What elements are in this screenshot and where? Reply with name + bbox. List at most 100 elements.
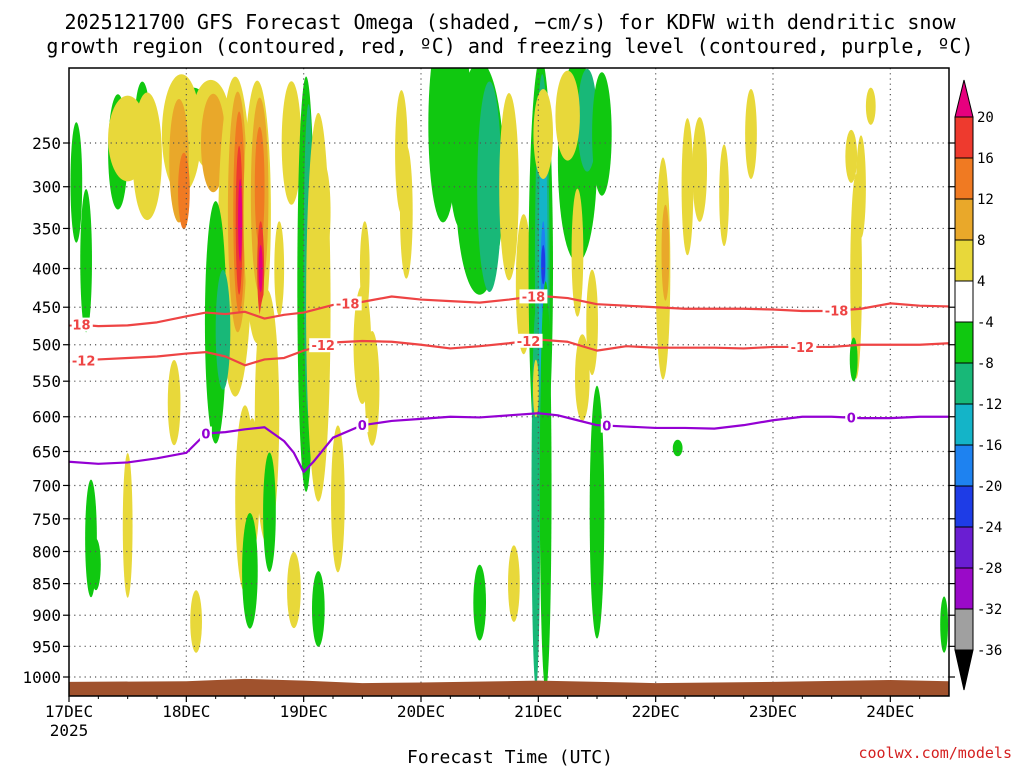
colorbar-segment xyxy=(954,239,974,282)
colorbar-segment xyxy=(954,485,974,528)
y-tick-label: 850 xyxy=(32,575,61,594)
omega-shading-region xyxy=(571,188,584,317)
omega-shading-region xyxy=(287,551,301,629)
y-tick-label: 600 xyxy=(32,408,61,427)
contour-label: 0 xyxy=(201,428,210,443)
omega-shading-region xyxy=(508,545,520,622)
omega-shading-region xyxy=(515,214,532,355)
contour-label-bg xyxy=(600,418,613,433)
omega-shading-region xyxy=(238,179,243,262)
temperature-contours: -18 -18 -18 -18 -12 -12 -12 -12 0 0 0 0 xyxy=(67,289,949,474)
colorbar-label: 20 xyxy=(977,110,994,126)
contour-label-bg xyxy=(309,338,338,353)
contour-label-bg xyxy=(69,353,98,368)
colorbar-label: -4 xyxy=(977,315,994,331)
x-tick-label: 19DEC xyxy=(280,702,328,721)
y-tick-label: 750 xyxy=(32,510,61,529)
colorbar-label: -8 xyxy=(977,356,994,372)
contour-label-bg xyxy=(822,303,851,318)
omega-shading-region xyxy=(719,144,729,247)
colorbar-segment xyxy=(954,403,974,446)
colorbar-label: -24 xyxy=(977,520,1002,536)
contour-label: -18 xyxy=(67,319,91,334)
omega-shading-region xyxy=(473,564,487,641)
colorbar-segment xyxy=(954,567,974,610)
contour-label-bg xyxy=(69,317,93,332)
omega-shading-region xyxy=(745,88,757,179)
contour-label: 0 xyxy=(847,412,856,427)
omega-shading-region xyxy=(692,117,708,222)
x-tick-label: 22DEC xyxy=(632,702,680,721)
omega-shading-region xyxy=(242,513,258,629)
omega-shading-region xyxy=(681,118,694,256)
colorbar-segment xyxy=(954,444,974,487)
omega-shading-region xyxy=(258,244,263,293)
x-tick-label: 17DEC xyxy=(45,702,93,721)
omega-shading-region xyxy=(331,425,345,573)
omega-shading-region xyxy=(132,92,162,221)
contour-label: -18 xyxy=(825,305,849,320)
colorbar-segment xyxy=(954,157,974,200)
ground-below-surface xyxy=(69,678,949,696)
omega-shading-region xyxy=(533,88,553,179)
omega-shading xyxy=(70,68,949,690)
omega-shading-region xyxy=(589,385,605,639)
omega-shading-region xyxy=(672,439,683,457)
contour-label-bg xyxy=(519,289,548,304)
credit-text: coolwx.com/models xyxy=(858,744,1012,762)
x-tick-label: 21DEC xyxy=(514,702,562,721)
colorbar-label: -36 xyxy=(977,643,1002,659)
colorbar-label: 4 xyxy=(977,274,985,290)
colorbar-segment xyxy=(954,79,974,118)
omega-shading-region xyxy=(845,129,858,183)
colorbar-label: 12 xyxy=(977,192,994,208)
x-tick-label: 23DEC xyxy=(749,702,797,721)
omega-shading-region xyxy=(364,331,380,446)
contour-label-bg xyxy=(788,339,817,354)
omega-shading-region xyxy=(359,221,370,316)
colorbar-label: 8 xyxy=(977,233,985,249)
colorbar-label: -20 xyxy=(977,479,1002,495)
omega-shading-region xyxy=(555,70,580,161)
colorbar-label: -28 xyxy=(977,561,1002,577)
contour-line xyxy=(69,338,949,367)
contour-label: -12 xyxy=(791,341,815,356)
omega-shading-region xyxy=(499,93,519,281)
colorbar-segment xyxy=(954,198,974,241)
x-tick-label: 24DEC xyxy=(866,702,914,721)
colorbar-segment xyxy=(954,608,974,651)
colorbar-label: -32 xyxy=(977,602,1002,618)
omega-shading-region xyxy=(311,571,325,647)
y-tick-label: 450 xyxy=(32,298,61,317)
omega-shading-region xyxy=(577,68,597,172)
omega-shading-region xyxy=(281,81,302,205)
plot-area: -18 -18 -18 -18 -12 -12 -12 -12 0 0 0 0 xyxy=(67,68,949,696)
omega-shading-region xyxy=(940,596,949,653)
omega-shading-region xyxy=(201,93,226,193)
contour-label: 0 xyxy=(358,419,367,434)
y-tick-label: 350 xyxy=(32,219,61,238)
y-tick-label: 400 xyxy=(32,260,61,279)
omega-shading-region xyxy=(575,334,590,421)
colorbar-segment xyxy=(954,649,974,691)
x-tick-sublabel: 2025 xyxy=(50,721,89,740)
omega-shading-region xyxy=(592,72,612,196)
omega-shading-region xyxy=(315,162,331,262)
contour-label: 0 xyxy=(602,420,611,435)
contour-label-bg xyxy=(514,333,543,348)
omega-shading-region xyxy=(539,281,552,690)
colorbar-label: -16 xyxy=(977,438,1002,454)
omega-shading-region xyxy=(532,359,539,418)
y-tick-label: 800 xyxy=(32,542,61,561)
y-axis: 250 300 350 400 450 500 550 600 650 700 750 800 850 9… xyxy=(22,134,955,687)
omega-shading-region xyxy=(849,337,858,382)
omega-shading-region xyxy=(661,204,670,301)
contour-label: -12 xyxy=(311,339,335,354)
omega-shading-region xyxy=(477,81,502,292)
x-tick-label: 18DEC xyxy=(162,702,210,721)
x-axis-label: Forecast Time (UTC) xyxy=(407,747,613,768)
y-tick-label: 950 xyxy=(32,637,61,656)
omega-shading-region xyxy=(80,189,92,333)
colorbar-label: -12 xyxy=(977,397,1002,413)
